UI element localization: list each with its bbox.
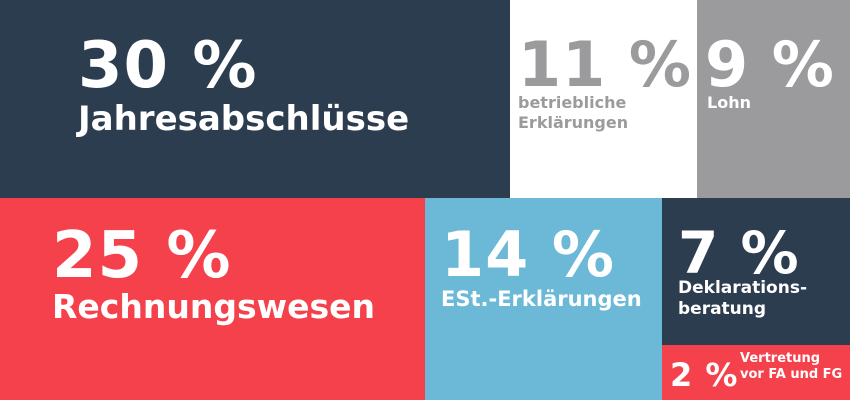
category-label: Deklarations- beratung [678,278,808,320]
tile: 14 % ESt.-Erklärungen [425,198,662,400]
tile: 2 % Vertretung vor FA und FG [662,345,850,400]
category-label: Jahresabschlüsse [78,99,410,139]
value-label: 9 % [705,28,835,101]
category-label: Rechnungswesen [52,287,375,326]
tile: 30 % Jahresabschlüsse [0,0,510,198]
tile: 11 % betriebliche Erklärungen [510,0,697,198]
category-label: Lohn [707,93,751,112]
value-label: 25 % [52,219,232,293]
value-label: 30 % [78,29,258,103]
value-label: 7 % [678,219,800,287]
value-label: 2 % [670,356,739,394]
tile: 9 % Lohn [697,0,850,198]
category-label: ESt.-Erklärungen [441,287,642,311]
value-label: 11 % [518,28,692,101]
category-label: Vertretung vor FA und FG [740,351,843,383]
tile: 7 % Deklarations- beratung [662,198,850,345]
category-label: betriebliche Erklärungen [518,93,629,132]
value-label: 14 % [441,218,615,291]
tile: 25 % Rechnungswesen [0,198,425,400]
